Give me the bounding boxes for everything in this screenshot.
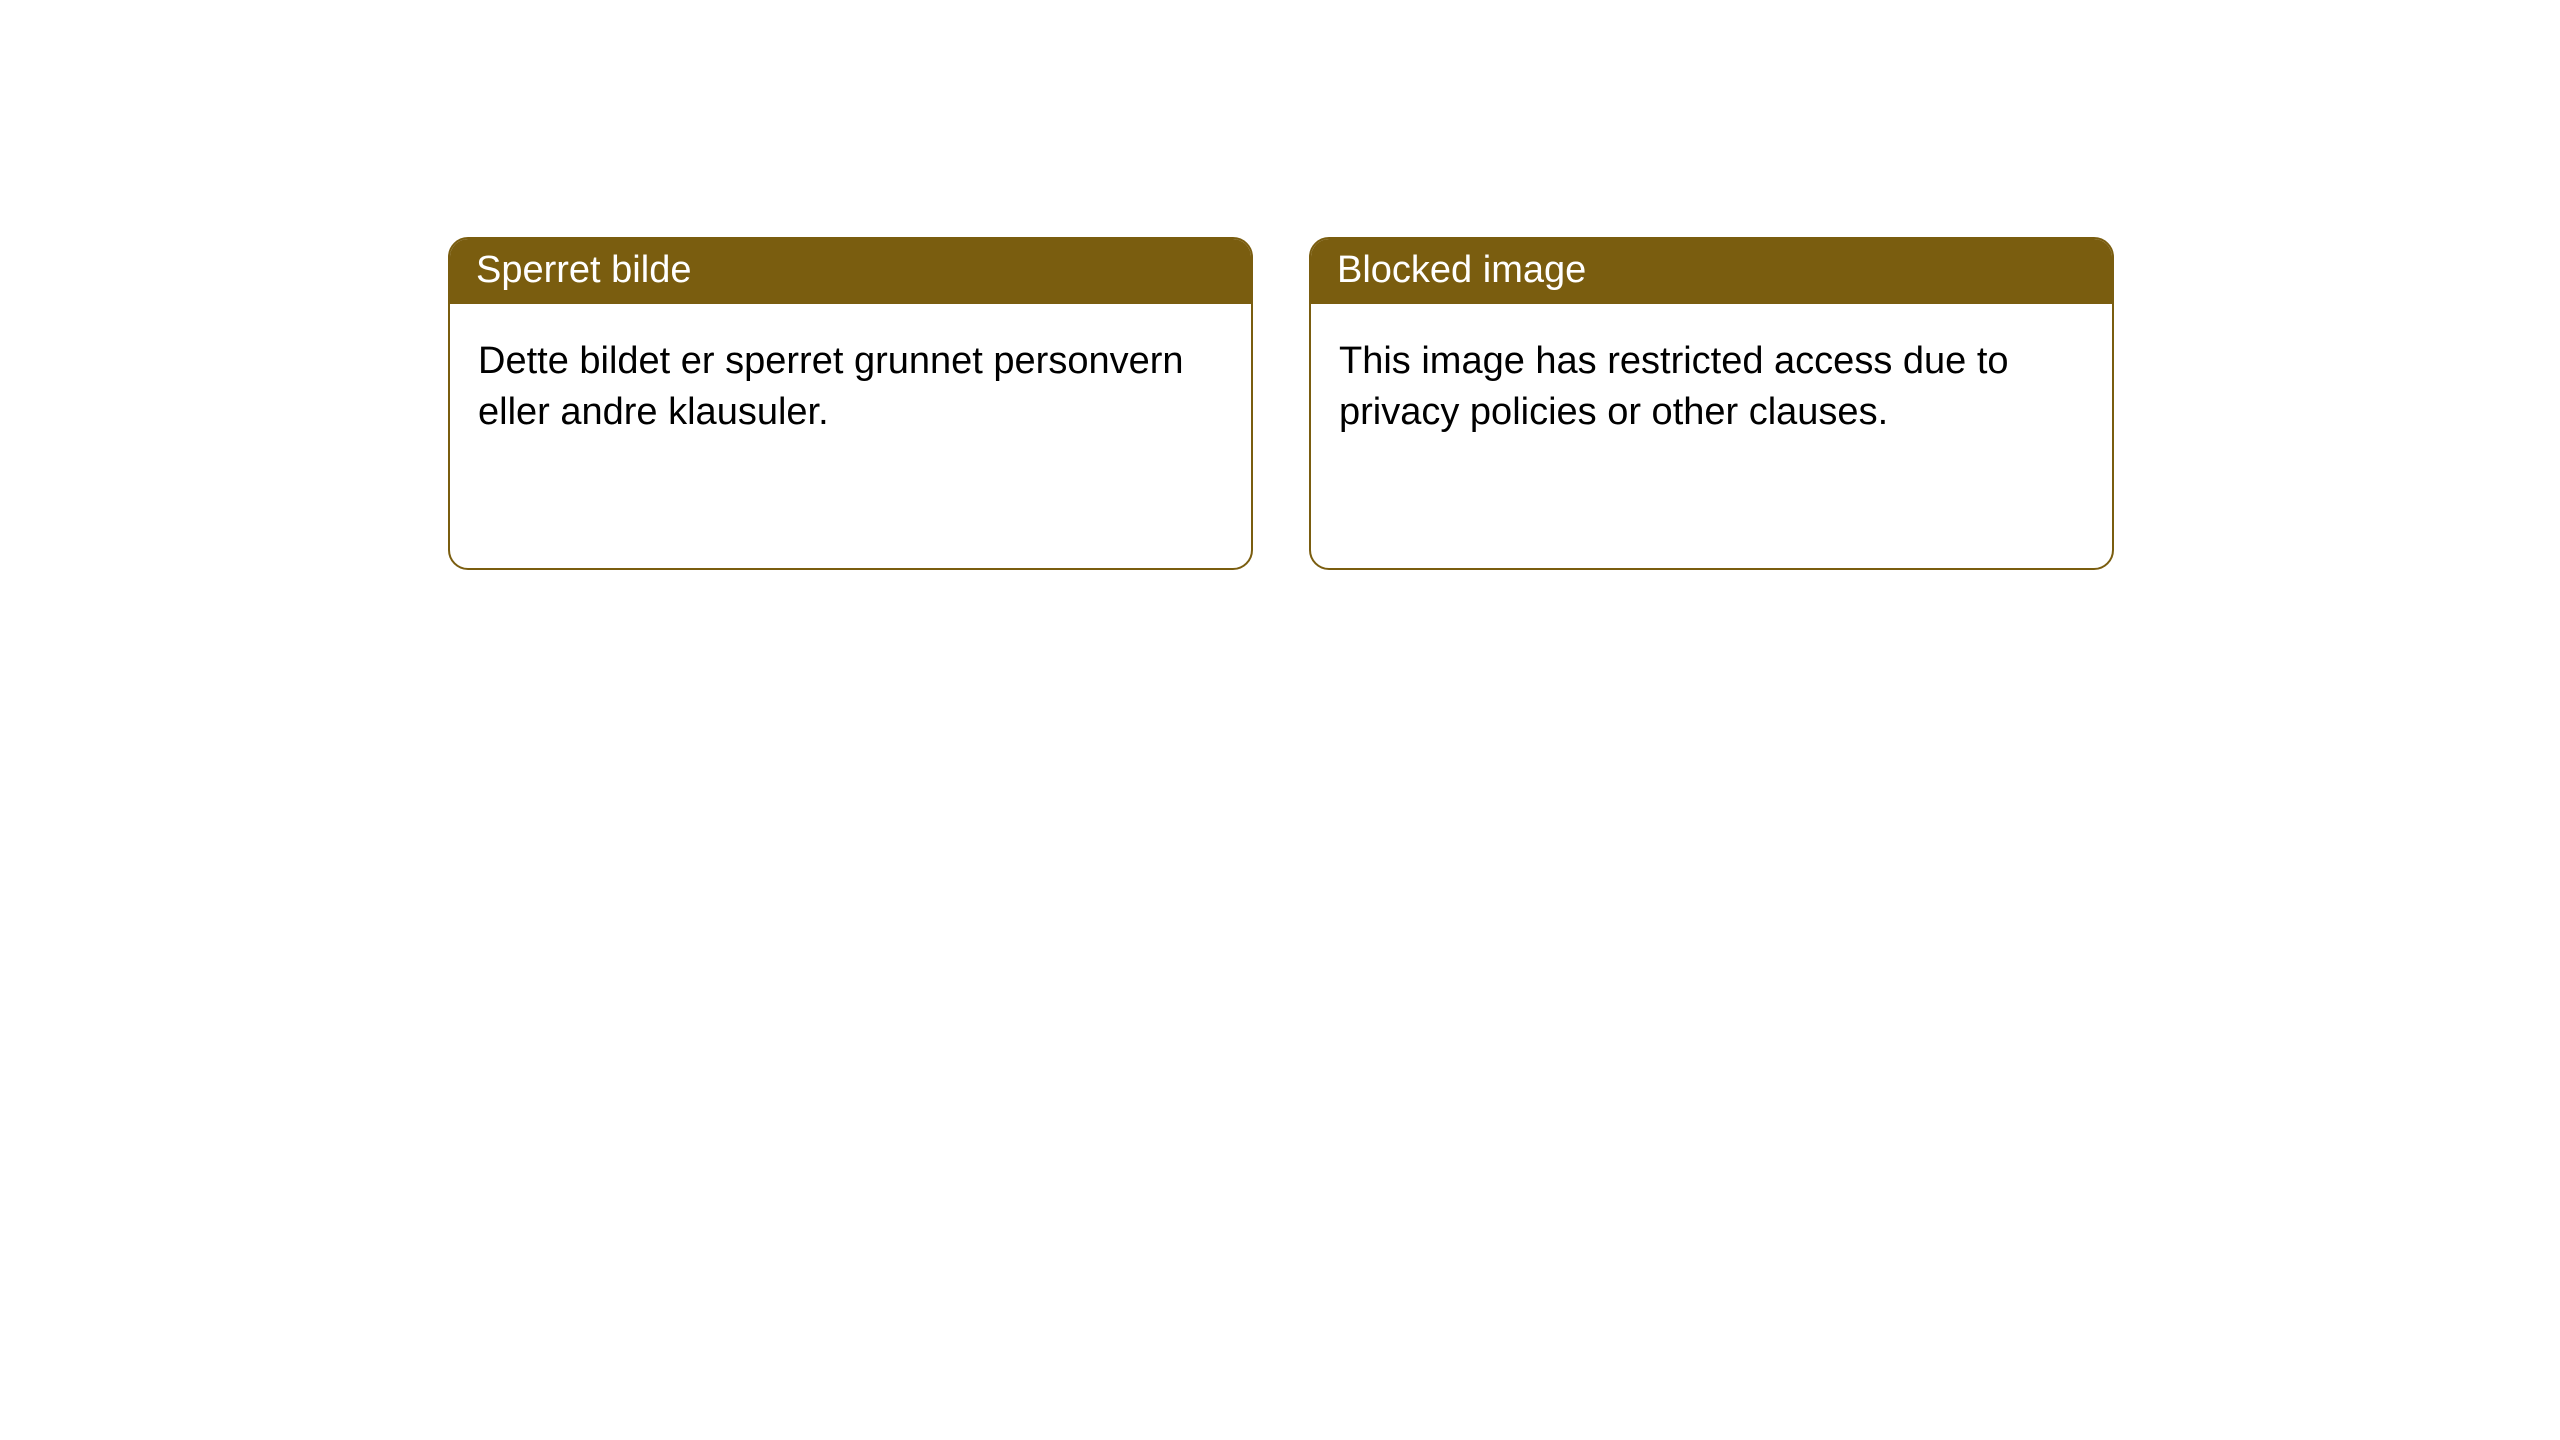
notice-card-text: This image has restricted access due to … bbox=[1339, 340, 2009, 433]
notice-card-no: Sperret bilde Dette bildet er sperret gr… bbox=[448, 237, 1253, 570]
notice-card-header: Sperret bilde bbox=[450, 239, 1251, 304]
notice-card-header: Blocked image bbox=[1311, 239, 2112, 304]
notice-cards-container: Sperret bilde Dette bildet er sperret gr… bbox=[0, 0, 2560, 570]
notice-card-en: Blocked image This image has restricted … bbox=[1309, 237, 2114, 570]
notice-card-body: Dette bildet er sperret grunnet personve… bbox=[450, 304, 1251, 471]
notice-card-title: Blocked image bbox=[1337, 249, 1586, 291]
notice-card-body: This image has restricted access due to … bbox=[1311, 304, 2112, 471]
notice-card-title: Sperret bilde bbox=[476, 249, 691, 291]
notice-card-text: Dette bildet er sperret grunnet personve… bbox=[478, 340, 1184, 433]
